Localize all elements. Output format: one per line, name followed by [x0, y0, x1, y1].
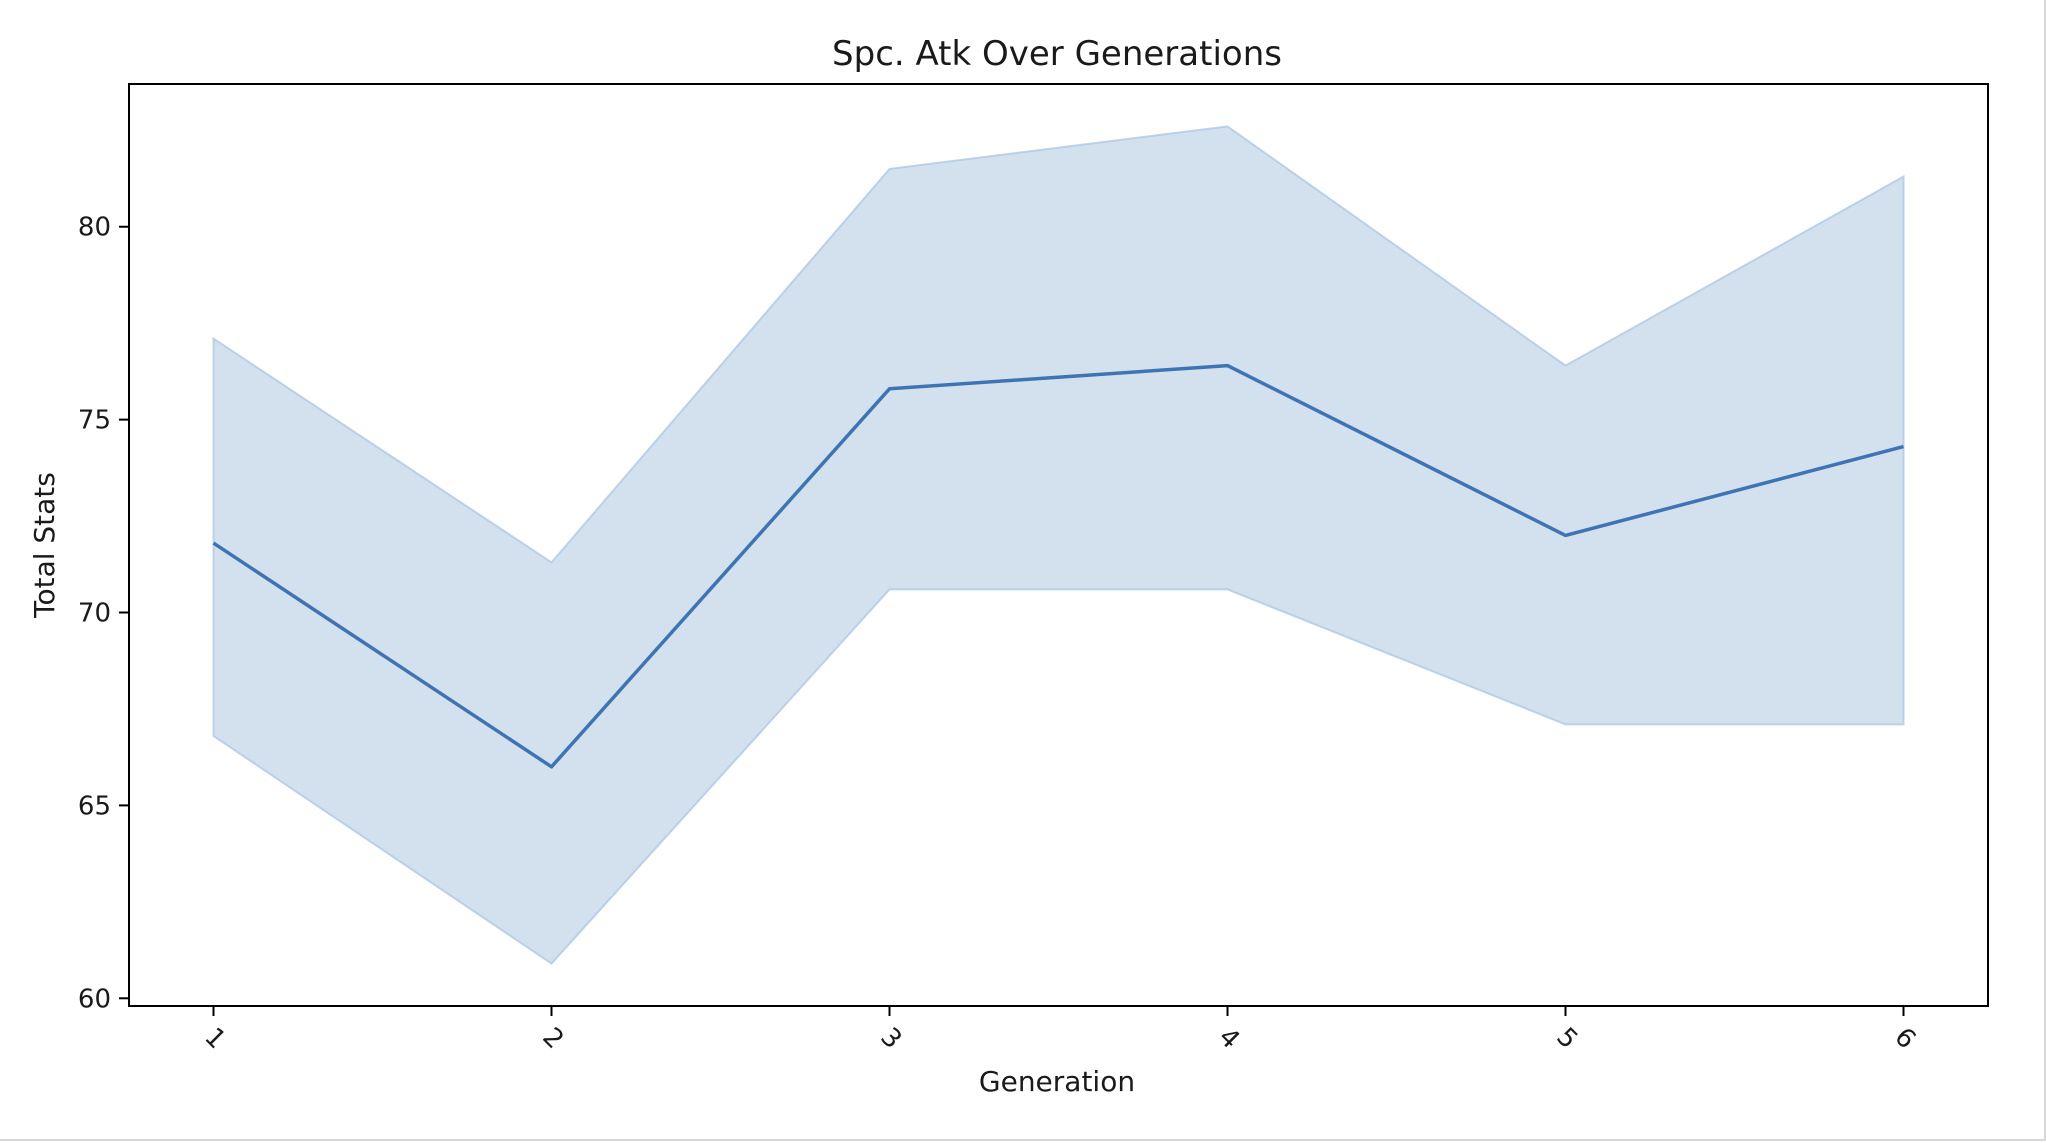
axes-frame [128, 83, 1989, 1007]
series-line [212, 363, 1904, 769]
x-tick-label: 6 [1888, 1022, 1921, 1055]
y-axis-label: Total Stats [28, 472, 61, 619]
confidence-band [212, 125, 1905, 965]
y-axis: 60 65 70 75 80 [78, 213, 129, 1014]
plot-area [212, 125, 1905, 965]
x-tick-label: 2 [536, 1022, 569, 1055]
x-axis: 1 2 3 4 5 6 [198, 1006, 1921, 1055]
y-tick-label: 75 [78, 406, 111, 436]
y-tick-label: 60 [78, 984, 111, 1014]
chart-title: Spc. Atk Over Generations [832, 34, 1282, 74]
y-tick-label: 65 [78, 791, 111, 821]
y-tick-label: 70 [78, 599, 111, 629]
x-tick-label: 4 [1212, 1022, 1245, 1055]
x-tick-label: 5 [1550, 1022, 1583, 1055]
x-tick-label: 3 [874, 1022, 907, 1055]
x-axis-label: Generation [979, 1065, 1135, 1098]
x-tick-label: 1 [198, 1022, 231, 1055]
y-tick-label: 80 [78, 213, 111, 243]
